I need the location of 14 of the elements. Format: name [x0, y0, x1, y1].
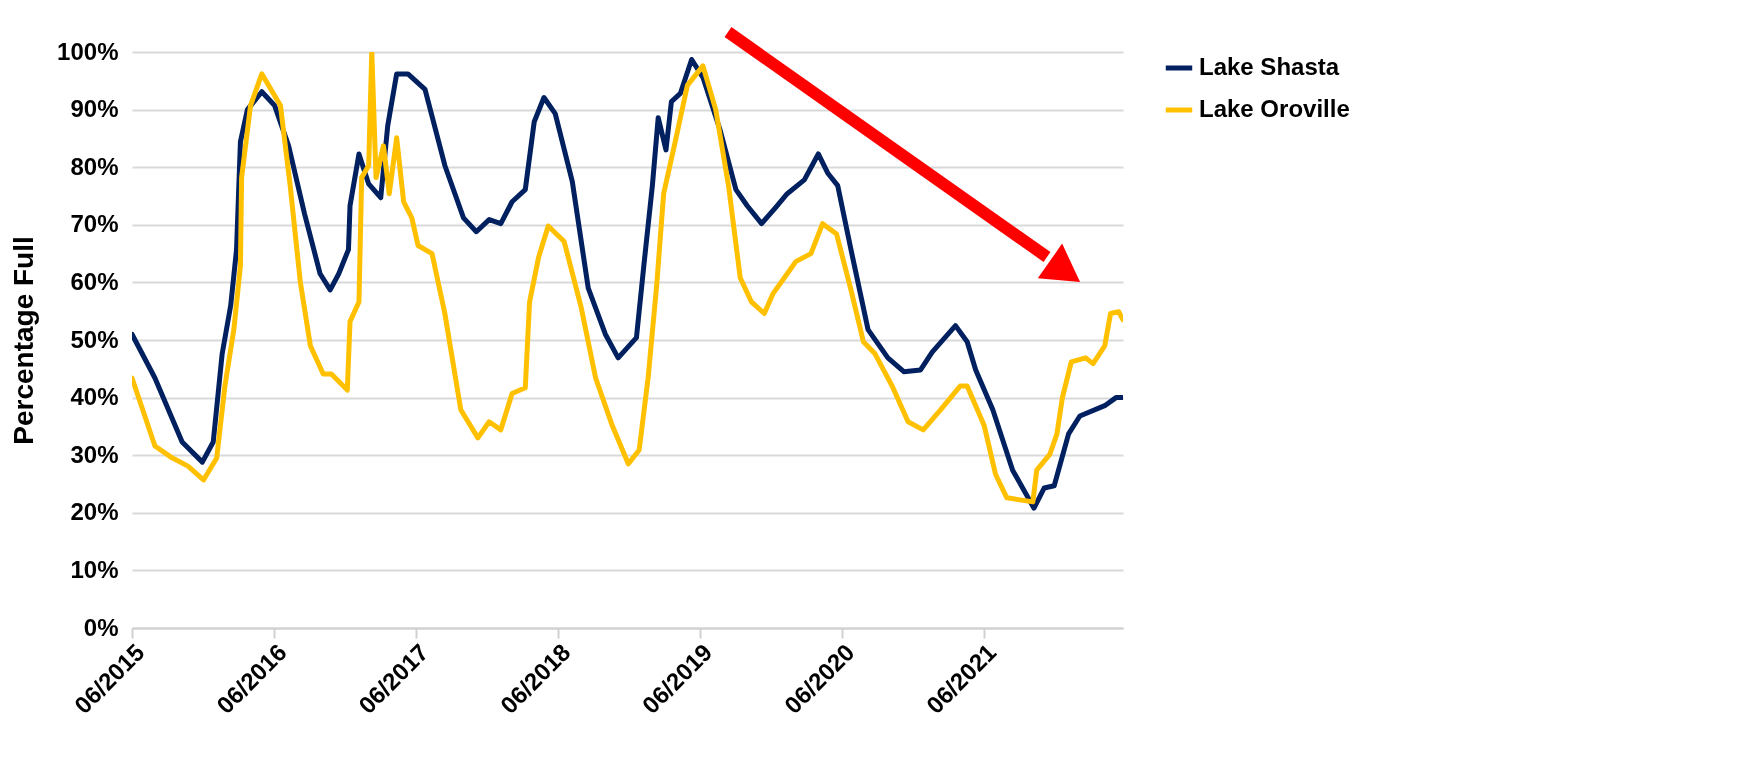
y-tick-label: 70% [70, 210, 119, 238]
y-tick-label: 30% [70, 440, 119, 468]
y-tick-label: 10% [70, 555, 119, 583]
y-tick-label: 50% [70, 325, 119, 353]
y-tick-label: 90% [70, 95, 119, 123]
legend-label: Lake Oroville [1199, 95, 1350, 122]
y-tick-label: 80% [70, 152, 119, 180]
y-axis-title: Percentage Full [8, 236, 40, 445]
y-tick-label: 60% [70, 267, 119, 295]
legend-label: Lake Shasta [1199, 53, 1340, 80]
y-tick-label: 40% [70, 383, 119, 411]
y-tick-label: 20% [70, 498, 119, 526]
y-tick-label: 100% [57, 37, 119, 65]
y-tick-label: 0% [83, 613, 119, 641]
